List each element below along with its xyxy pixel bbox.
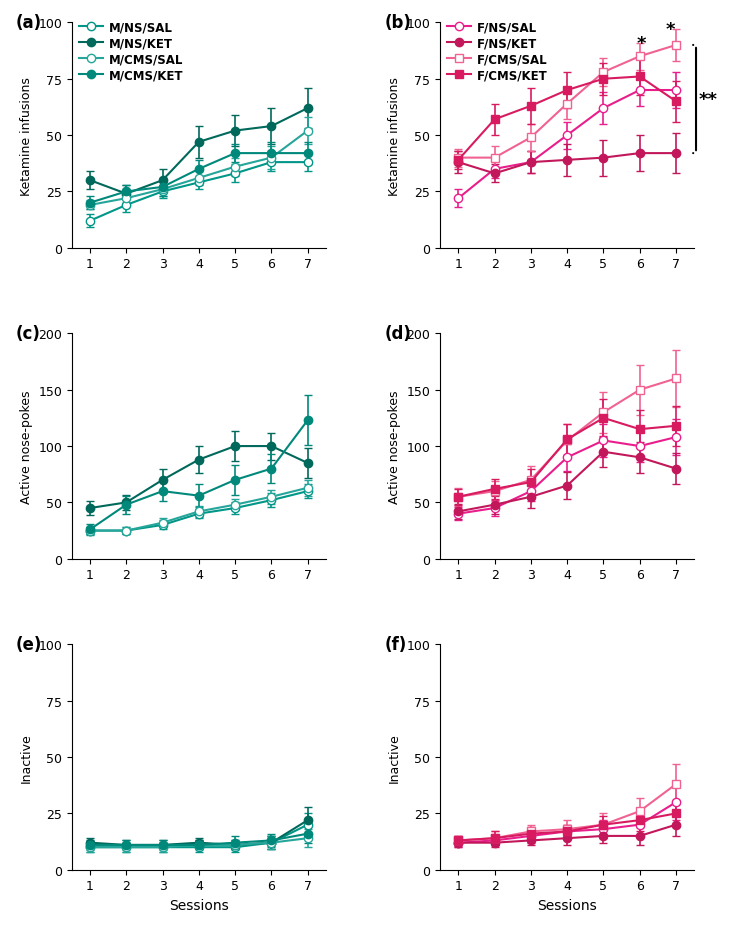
Y-axis label: Ketamine infusions: Ketamine infusions xyxy=(388,77,401,196)
Y-axis label: Ketamine infusions: Ketamine infusions xyxy=(20,77,33,196)
Y-axis label: Inactive: Inactive xyxy=(20,732,33,782)
Text: (f): (f) xyxy=(384,636,407,654)
Text: (b): (b) xyxy=(384,15,411,32)
Text: *: * xyxy=(666,21,675,39)
Y-axis label: Inactive: Inactive xyxy=(388,732,401,782)
Text: *: * xyxy=(637,34,647,53)
Text: (e): (e) xyxy=(16,636,43,654)
X-axis label: Sessions: Sessions xyxy=(169,898,229,912)
Legend: M/NS/SAL, M/NS/KET, M/CMS/SAL, M/CMS/KET: M/NS/SAL, M/NS/KET, M/CMS/SAL, M/CMS/KET xyxy=(74,17,188,87)
Legend: F/NS/SAL, F/NS/KET, F/CMS/SAL, F/CMS/KET: F/NS/SAL, F/NS/KET, F/CMS/SAL, F/CMS/KET xyxy=(443,17,553,87)
Y-axis label: Active nose-pokes: Active nose-pokes xyxy=(388,390,401,503)
Text: (c): (c) xyxy=(16,325,41,343)
Y-axis label: Active nose-pokes: Active nose-pokes xyxy=(20,390,33,503)
X-axis label: Sessions: Sessions xyxy=(537,898,597,912)
Text: (a): (a) xyxy=(16,15,42,32)
Text: **: ** xyxy=(699,91,718,108)
Text: (d): (d) xyxy=(384,325,411,343)
